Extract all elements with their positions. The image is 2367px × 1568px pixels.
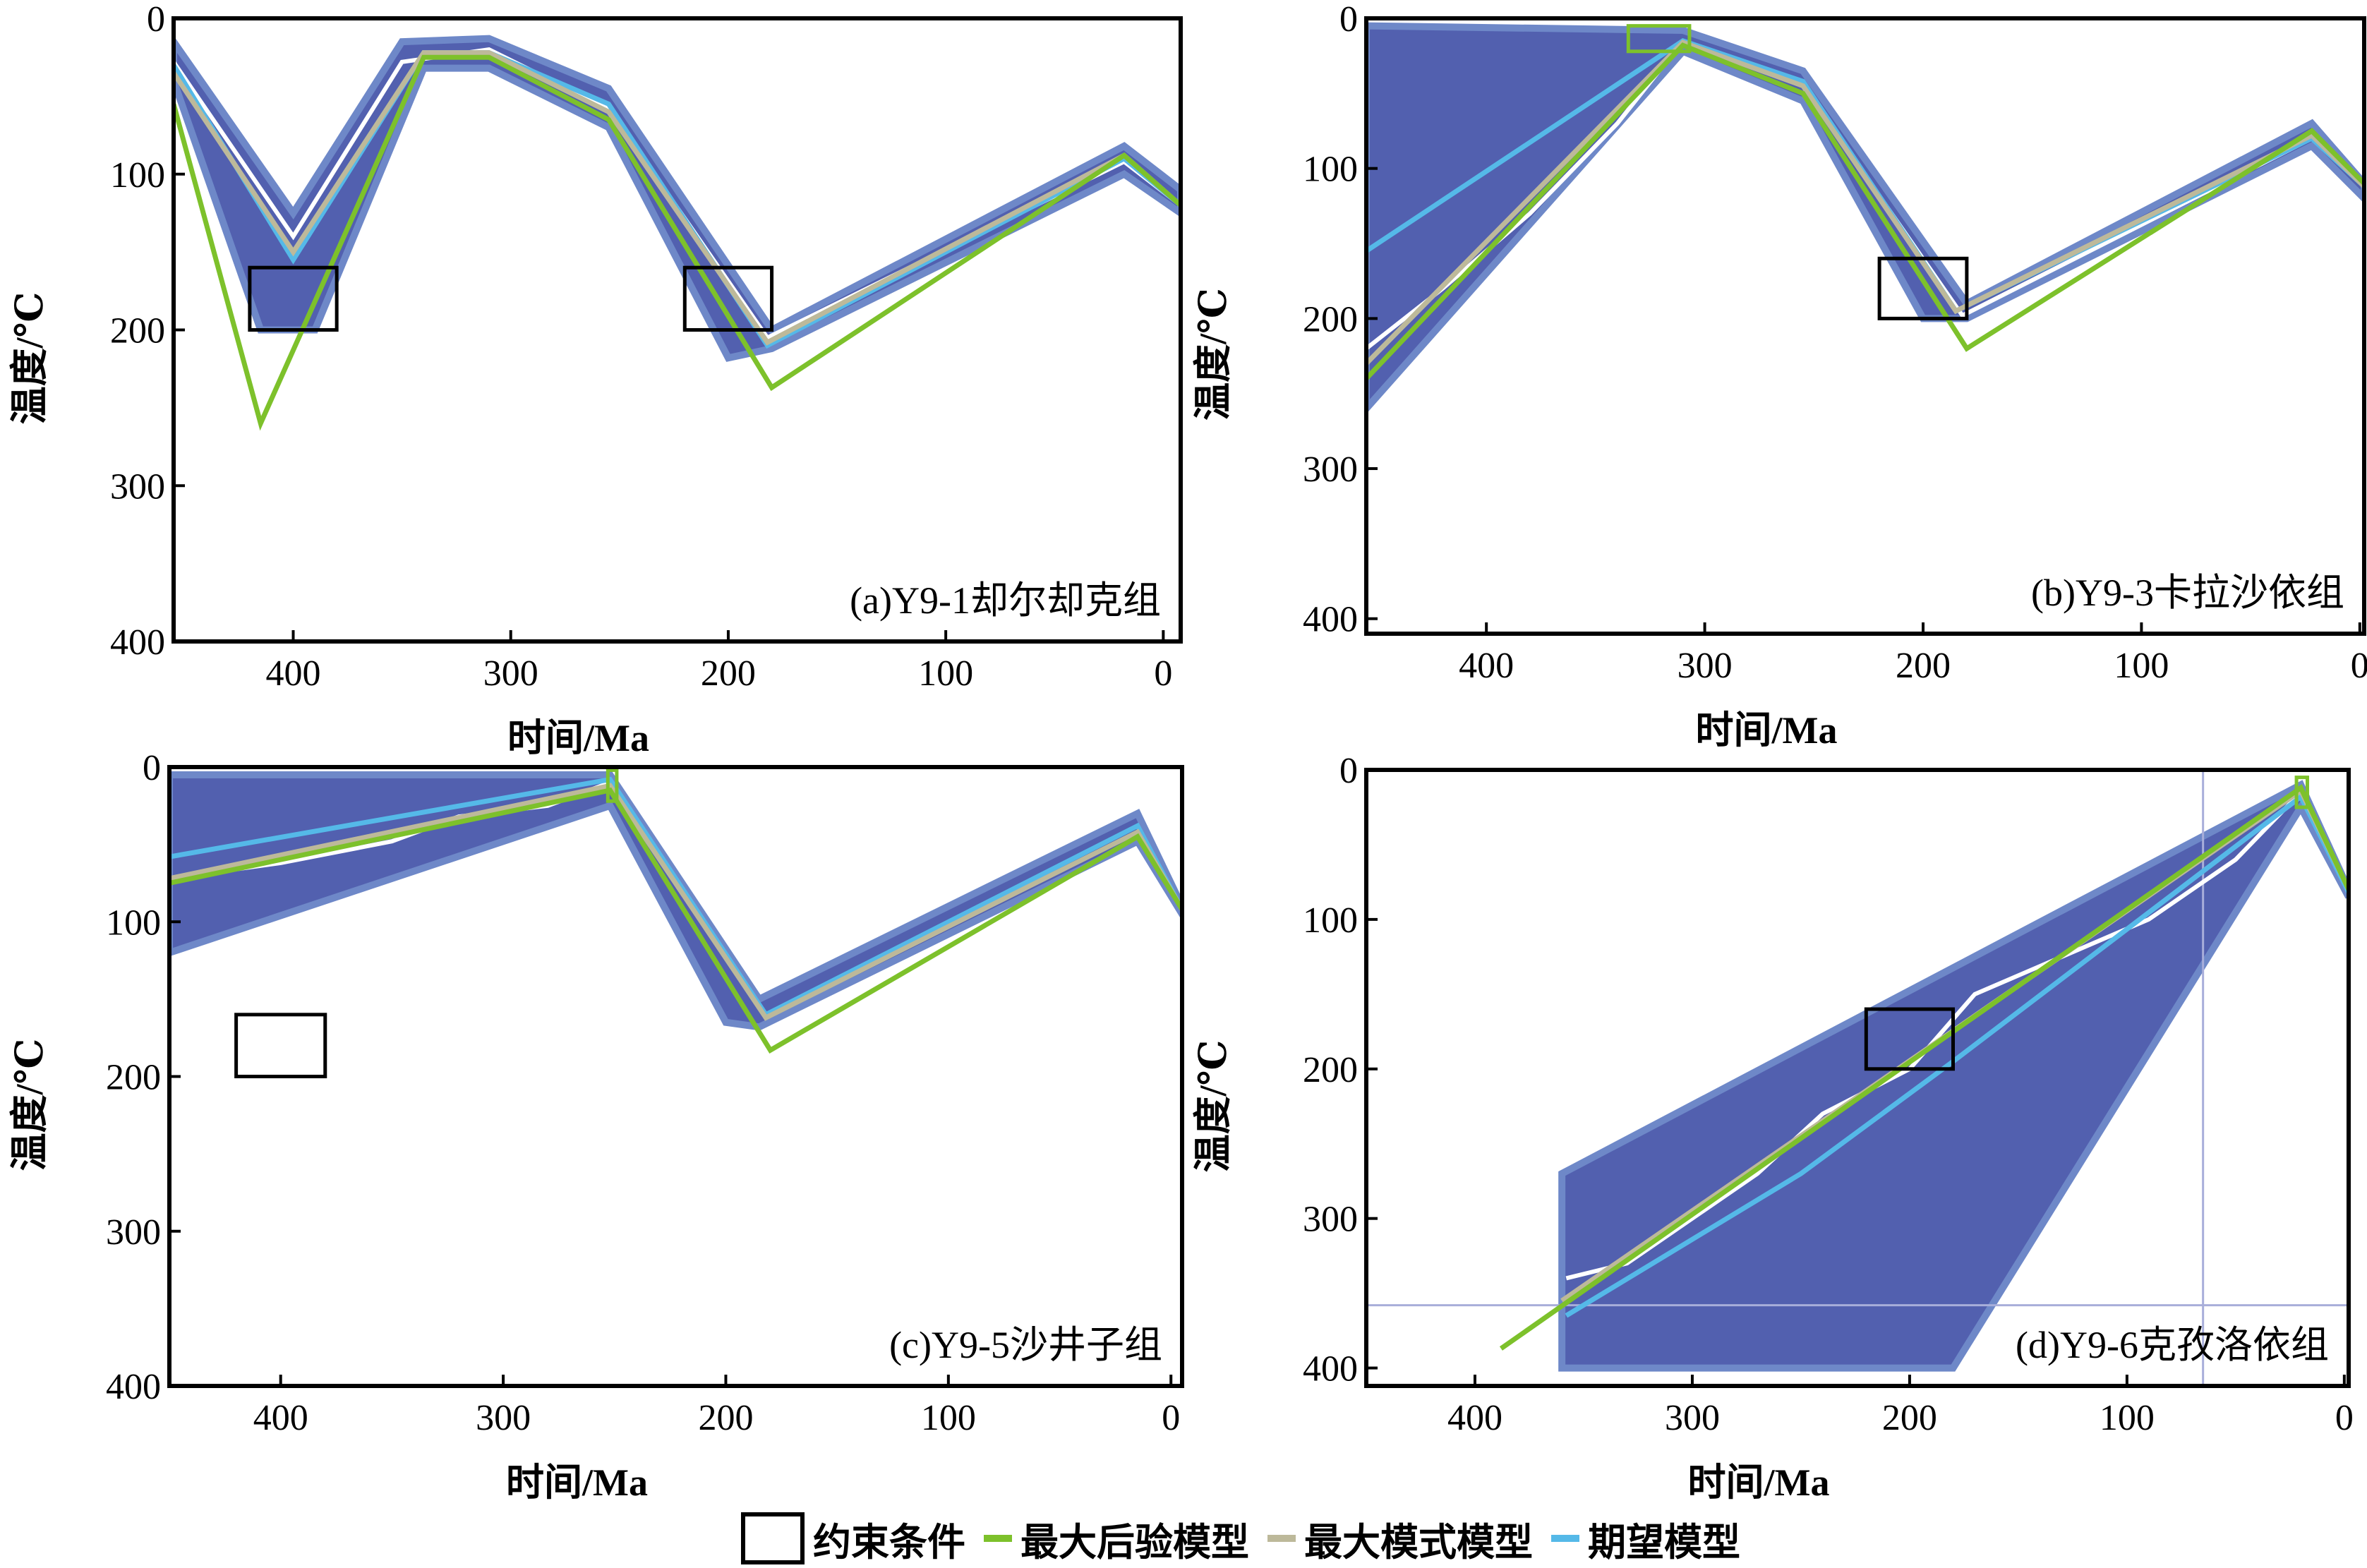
x-tick-label: 400 xyxy=(1447,1398,1502,1438)
y-tick-label: 100 xyxy=(110,155,165,195)
y-tick-label: 400 xyxy=(1303,1349,1358,1389)
x-axis-title: 时间/Ma xyxy=(1688,1461,1830,1504)
max-mode-line xyxy=(174,50,1181,346)
y-axis-title: 温度/℃ xyxy=(1192,288,1234,421)
panel-label: (c)Y9-5沙井子组 xyxy=(889,1324,1162,1366)
legend-label: 约束条件 xyxy=(813,1519,965,1564)
x-axis-title: 时间/Ma xyxy=(507,717,649,759)
y-tick-label: 400 xyxy=(106,1367,161,1407)
chart-b-svg: 400 300 200 100 0 0 100 200 300 400 时间/Ma 温度/℃ (b)Y9… xyxy=(1192,0,2367,752)
x-tick-label: 0 xyxy=(1154,653,1172,694)
max-posterior-line xyxy=(169,787,1182,1054)
y-axis-title: 温度/℃ xyxy=(1192,1040,1234,1173)
y-tick-label: 300 xyxy=(1303,450,1358,490)
y-axis-title: 温度/℃ xyxy=(8,1039,51,1171)
x-tick-label: 200 xyxy=(698,1398,753,1438)
x-tick-label: 200 xyxy=(1896,646,1951,686)
constraint-box xyxy=(606,768,619,803)
y-tick-label: 300 xyxy=(110,466,165,507)
legend-label: 最大后验模型 xyxy=(1020,1519,1249,1564)
y-tick-label: 300 xyxy=(1303,1200,1358,1240)
y-tick-label: 400 xyxy=(1303,600,1358,640)
x-tick-label: 400 xyxy=(266,653,321,694)
x-tick-label: 100 xyxy=(2114,646,2169,686)
y-tick-label: 100 xyxy=(1303,150,1358,190)
y-tick-label: 200 xyxy=(1303,299,1358,339)
x-tick-label: 300 xyxy=(1665,1398,1720,1438)
x-tick-label: 0 xyxy=(2335,1398,2354,1438)
panel-label: (d)Y9-6克孜洛依组 xyxy=(2016,1324,2329,1366)
legend-label: 期望模型 xyxy=(1588,1519,1740,1564)
panel-a: 400 300 200 100 0 0 100 200 300 400 时间/Ma 温度/℃ (a)Y9… xyxy=(0,0,1184,759)
plot-area xyxy=(1366,770,2349,1386)
chart-a-svg: 400 300 200 100 0 0 100 200 300 400 时间/Ma 温度/℃ (a)Y9… xyxy=(8,0,1183,759)
expected-model-line xyxy=(174,50,1181,349)
x-tick-label: 400 xyxy=(253,1398,308,1438)
tan-line-icon xyxy=(1267,1535,1296,1542)
green-line-icon xyxy=(984,1535,1012,1542)
path-density-envelope xyxy=(174,35,1181,362)
constraint-box xyxy=(1864,1007,1956,1071)
plot-area xyxy=(1366,22,2364,414)
x-tick-label: 100 xyxy=(918,653,973,694)
y-tick-label: 300 xyxy=(106,1212,161,1253)
y-tick-label: 0 xyxy=(147,0,165,40)
x-tick-label: 300 xyxy=(483,653,538,694)
y-tick-label: 0 xyxy=(1339,0,1358,40)
panel-b: 400 300 200 100 0 0 100 200 300 400 时间/Ma 温度/℃ (b)Y9… xyxy=(1184,0,2367,752)
x-axis-title: 时间/Ma xyxy=(506,1461,648,1504)
constraint-box xyxy=(1877,256,1969,320)
path-density-envelope xyxy=(1366,22,2364,414)
blue-line-icon xyxy=(1551,1535,1579,1542)
x-tick-label: 100 xyxy=(921,1398,976,1438)
x-tick-label: 200 xyxy=(1882,1398,1937,1438)
x-axis-title: 时间/Ma xyxy=(1696,709,1838,752)
legend-item-constraint: 约束条件 xyxy=(741,1511,965,1567)
max-mode-line xyxy=(1366,39,2364,366)
legend-label: 最大模式模型 xyxy=(1304,1519,1533,1564)
max-posterior-line xyxy=(1499,784,2349,1351)
legend: 约束条件 最大后验模型 最大模式模型 期望模型 xyxy=(741,1510,1740,1567)
max-posterior-line xyxy=(174,54,1181,431)
x-tick-label: 300 xyxy=(476,1398,531,1438)
constraint-box xyxy=(234,1013,327,1078)
y-tick-label: 200 xyxy=(1303,1050,1358,1090)
chart-c-svg: 400 300 200 100 0 0 100 200 300 400 时间/Ma 温度/℃ (c)Y9… xyxy=(8,748,1184,1504)
constraint-box xyxy=(682,265,774,332)
x-tick-label: 0 xyxy=(2351,646,2367,686)
panel-c: 400 300 200 100 0 0 100 200 300 400 时间/Ma 温度/℃ (c)Y9… xyxy=(0,748,1184,1510)
legend-item-max-mode: 最大模式模型 xyxy=(1267,1511,1533,1567)
legend-item-expected: 期望模型 xyxy=(1551,1511,1740,1567)
plot-area xyxy=(174,35,1181,431)
y-tick-label: 200 xyxy=(110,311,165,351)
x-tick-label: 100 xyxy=(2100,1398,2155,1438)
plot-area xyxy=(169,771,1182,1054)
max-posterior-line xyxy=(1366,42,2364,380)
path-density-envelope xyxy=(1558,780,2349,1372)
legend-item-map: 最大后验模型 xyxy=(984,1511,1249,1567)
x-tick-label: 300 xyxy=(1678,646,1733,686)
y-tick-label: 200 xyxy=(106,1058,161,1098)
y-tick-label: 100 xyxy=(106,903,161,943)
y-tick-label: 0 xyxy=(1339,751,1358,791)
x-tick-label: 0 xyxy=(1162,1398,1180,1438)
panel-label: (b)Y9-3卡拉沙依组 xyxy=(2031,572,2344,614)
constraint-box-icon xyxy=(741,1512,805,1564)
plot-frame xyxy=(1364,768,2351,1388)
constraint-box xyxy=(248,265,339,332)
chart-d-svg: 400 300 200 100 0 0 100 200 300 400 时间/Ma 温度/℃ (d)Y9… xyxy=(1192,751,2354,1504)
constraint-box xyxy=(1626,24,1692,54)
panel-d: 400 300 200 100 0 0 100 200 300 400 时间/Ma 温度/℃ (d)Y9… xyxy=(1184,751,2367,1510)
constraint-box xyxy=(2294,776,2309,809)
panel-label: (a)Y9-1却尔却克组 xyxy=(850,579,1161,622)
y-tick-label: 0 xyxy=(143,748,161,788)
y-axis-title: 温度/℃ xyxy=(8,292,51,425)
x-tick-label: 200 xyxy=(701,653,756,694)
y-tick-label: 400 xyxy=(110,622,165,663)
plot-frame xyxy=(1364,16,2366,636)
y-tick-label: 100 xyxy=(1303,900,1358,941)
x-tick-label: 400 xyxy=(1459,646,1514,686)
